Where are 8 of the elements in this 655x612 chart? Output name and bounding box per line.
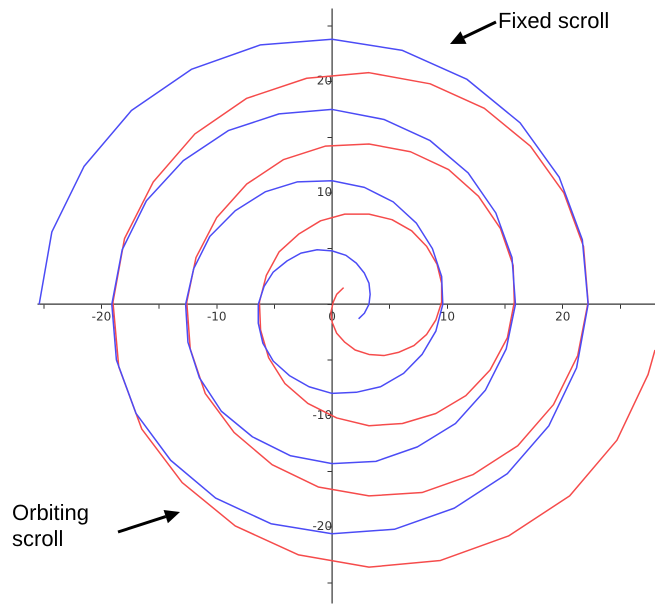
annotation: Orbiting scroll — [12, 500, 90, 552]
x-tick-label: -20 — [92, 310, 112, 324]
y-tick-label: 10 — [316, 185, 332, 200]
x-tick-label: -10 — [206, 310, 227, 324]
x-tick-label: 20 — [555, 310, 570, 324]
annotation: Fixed scroll — [498, 8, 610, 34]
x-tick-label: 10 — [440, 310, 456, 324]
y-tick-label: -20 — [312, 519, 332, 534]
